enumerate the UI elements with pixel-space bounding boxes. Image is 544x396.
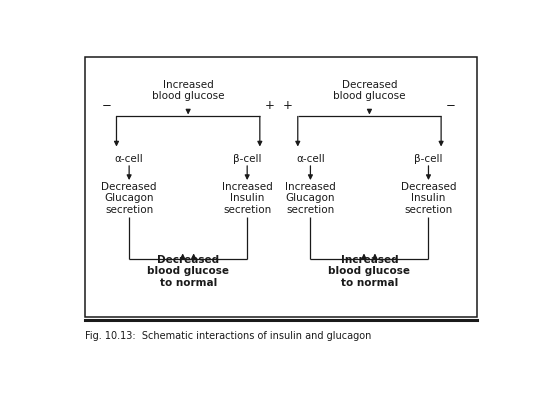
Text: Fig. 10.13:  Schematic interactions of insulin and glucagon: Fig. 10.13: Schematic interactions of in… — [85, 331, 371, 341]
Text: −: − — [102, 99, 112, 112]
Text: +: + — [265, 99, 275, 112]
Text: Increased
Glucagon
secretion: Increased Glucagon secretion — [285, 182, 336, 215]
Text: β-cell: β-cell — [233, 154, 262, 164]
Text: Decreased
Insulin
secretion: Decreased Insulin secretion — [401, 182, 456, 215]
Text: α-cell: α-cell — [115, 154, 144, 164]
Text: Decreased
blood glucose
to normal: Decreased blood glucose to normal — [147, 255, 229, 288]
Text: α-cell: α-cell — [296, 154, 325, 164]
Text: Decreased
Glucagon
secretion: Decreased Glucagon secretion — [101, 182, 157, 215]
Text: +: + — [283, 99, 293, 112]
Text: Increased
blood glucose
to normal: Increased blood glucose to normal — [329, 255, 410, 288]
Text: −: − — [446, 99, 456, 112]
Text: Decreased
blood glucose: Decreased blood glucose — [333, 80, 406, 101]
Text: β-cell: β-cell — [414, 154, 443, 164]
Bar — [85, 57, 477, 317]
Text: Increased
blood glucose: Increased blood glucose — [152, 80, 225, 101]
Text: Increased
Insulin
secretion: Increased Insulin secretion — [222, 182, 273, 215]
